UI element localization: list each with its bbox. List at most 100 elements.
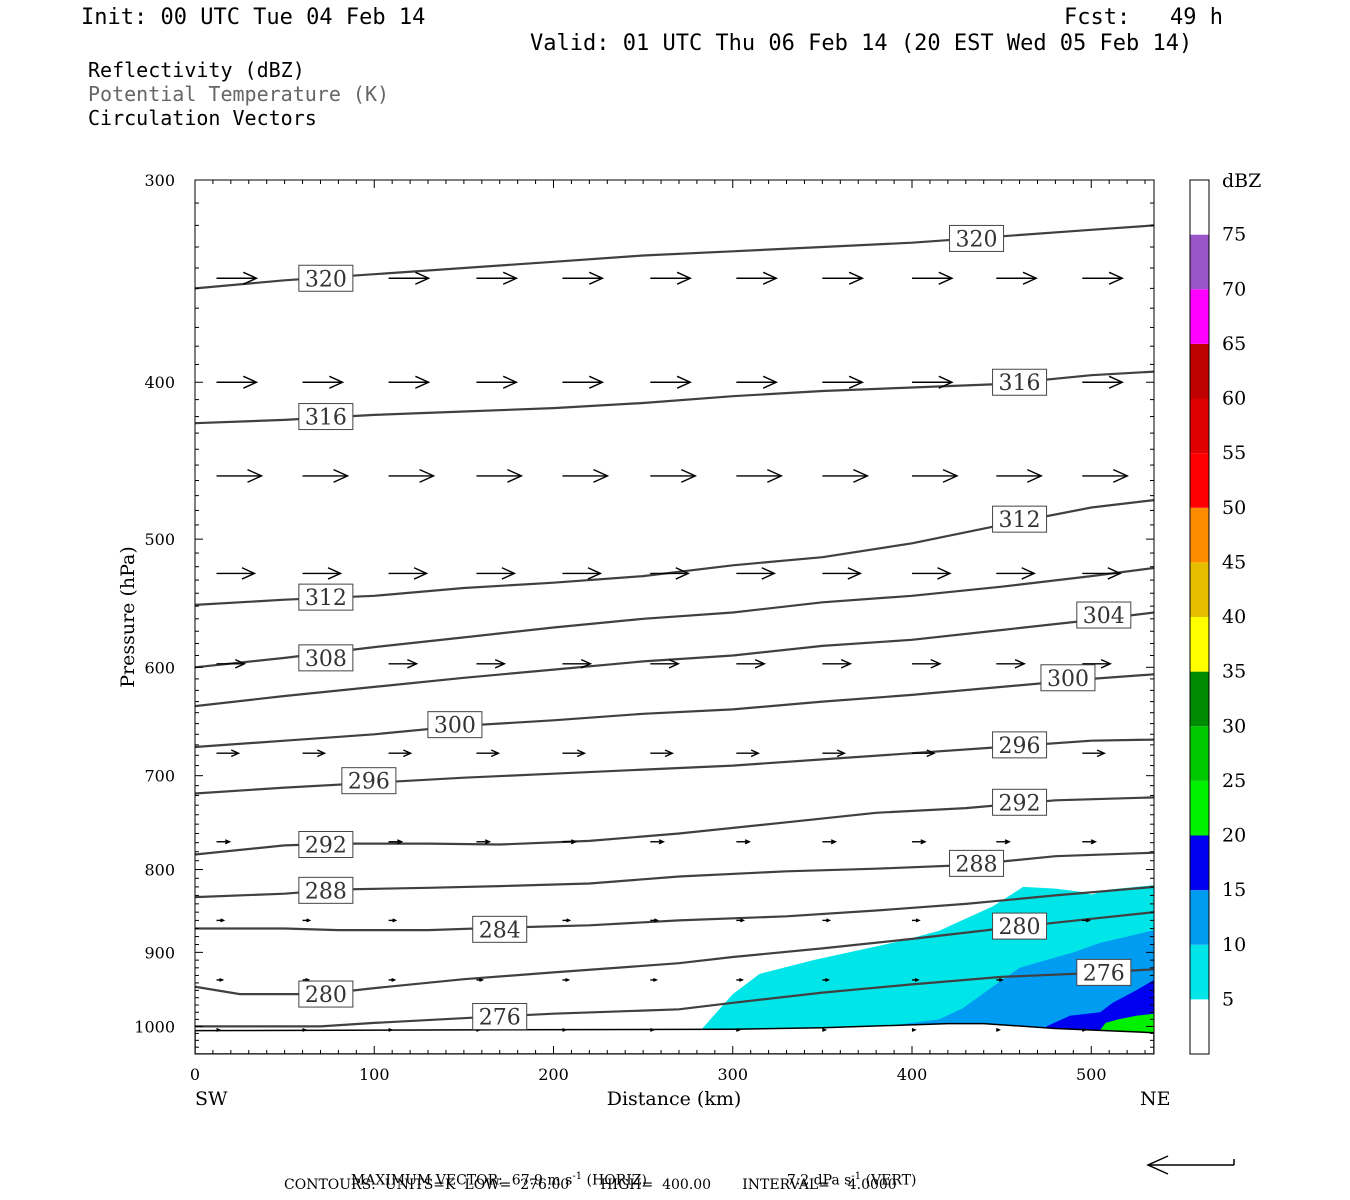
vector-head bbox=[1026, 468, 1043, 483]
circulation-vector bbox=[562, 567, 603, 580]
vector-head bbox=[317, 749, 327, 758]
vector-head bbox=[490, 749, 501, 758]
circulation-vector bbox=[562, 658, 593, 669]
vector-head bbox=[736, 1027, 742, 1032]
theta-label-312: 312 bbox=[992, 505, 1048, 533]
y-tick-label: 500 bbox=[144, 530, 175, 549]
circulation-vector bbox=[476, 658, 507, 669]
valid-time: Valid: 01 UTC Thu 06 Feb 14 (20 EST Wed … bbox=[530, 31, 1193, 56]
circulation-vector bbox=[650, 749, 675, 758]
vector-head bbox=[664, 749, 675, 758]
vector-head bbox=[576, 749, 587, 758]
vector-head bbox=[836, 749, 847, 758]
vector-head bbox=[415, 271, 431, 285]
circulation-vector bbox=[1154, 568, 1192, 579]
colorbar-segment bbox=[1190, 835, 1209, 891]
colorbar-tick-label: 15 bbox=[1222, 879, 1246, 901]
forecast-hour: Fcst: 49 h bbox=[1064, 5, 1223, 30]
circulation-vectors bbox=[216, 271, 1194, 1032]
max-horiz-exponent: -1 bbox=[572, 1171, 583, 1182]
theta-label-box bbox=[992, 505, 1048, 533]
circulation-vector bbox=[822, 1027, 828, 1032]
circulation-vector bbox=[996, 977, 1004, 982]
field-vectors-label: Circulation Vectors bbox=[88, 106, 317, 130]
circulation-vector bbox=[388, 749, 413, 758]
y-tick-label: 300 bbox=[144, 171, 175, 190]
circulation-vector bbox=[1082, 1027, 1088, 1032]
circulation-vector bbox=[476, 567, 517, 580]
theta-label-text: 320 bbox=[956, 227, 998, 252]
vector-head bbox=[397, 839, 404, 845]
circulation-vector bbox=[216, 567, 257, 580]
circulation-vector bbox=[1154, 376, 1194, 388]
vector-head bbox=[825, 977, 831, 982]
circulation-vector bbox=[912, 977, 920, 982]
vector-head bbox=[1157, 979, 1160, 982]
vector-head bbox=[479, 977, 485, 982]
vector-head bbox=[243, 271, 259, 285]
theta-label-text: 312 bbox=[999, 508, 1041, 533]
x-tick-label: 0 bbox=[190, 1065, 200, 1084]
circulation-vector bbox=[996, 271, 1038, 285]
theta-label-box bbox=[298, 980, 354, 1008]
circulation-vector bbox=[822, 749, 847, 758]
vector-head bbox=[302, 1027, 308, 1032]
circulation-vector bbox=[1154, 979, 1160, 982]
circulation-vector bbox=[302, 468, 350, 483]
vector-head bbox=[853, 468, 870, 483]
circulation-vector bbox=[476, 271, 519, 285]
circulation-vector bbox=[1154, 840, 1167, 844]
circulation-vector bbox=[912, 749, 936, 758]
vector-head bbox=[1021, 567, 1036, 580]
circulation-vector bbox=[476, 839, 492, 845]
vector-head bbox=[750, 749, 761, 758]
theta-label-box bbox=[1076, 601, 1132, 629]
colorbar-tick-label: 45 bbox=[1222, 551, 1246, 573]
circulation-vector bbox=[562, 749, 587, 758]
circulation-vector bbox=[912, 567, 952, 580]
theta-label-box bbox=[298, 583, 354, 611]
y-tick-label: 1000 bbox=[134, 1017, 175, 1036]
theta-label-276: 276 bbox=[472, 1003, 528, 1031]
x-tick-label: 200 bbox=[538, 1065, 569, 1084]
circulation-vector bbox=[912, 375, 954, 389]
circulation-vector bbox=[216, 1027, 222, 1032]
vector-head bbox=[1014, 658, 1026, 669]
colorbar-tick-label: 50 bbox=[1222, 497, 1246, 519]
circulation-vector bbox=[650, 839, 666, 845]
circulation-vector bbox=[912, 918, 921, 923]
vector-head bbox=[1096, 749, 1107, 758]
vector-head bbox=[740, 918, 746, 923]
circulation-vector bbox=[388, 977, 397, 982]
vector-head bbox=[938, 375, 954, 389]
field-reflectivity-label: Reflectivity (dBZ) bbox=[88, 58, 305, 82]
vector-head bbox=[224, 839, 232, 845]
theta-contour-284 bbox=[195, 885, 1154, 932]
colorbar-tick-label: 65 bbox=[1222, 333, 1246, 355]
theta-label-text: 312 bbox=[305, 586, 347, 611]
reference-vector-arrow bbox=[1146, 1155, 1235, 1175]
theta-label-text: 276 bbox=[479, 1006, 521, 1031]
colorbar-segment bbox=[1190, 944, 1209, 1000]
theta-label-text: 292 bbox=[305, 834, 347, 859]
theta-label-text: 276 bbox=[1083, 961, 1125, 986]
circulation-vector bbox=[995, 1027, 1001, 1032]
vector-head bbox=[565, 977, 571, 982]
vector-head bbox=[911, 1027, 917, 1032]
theta-label-text: 296 bbox=[348, 770, 390, 795]
circulation-vector bbox=[822, 468, 870, 483]
vector-head bbox=[1113, 468, 1130, 483]
colorbar-segment bbox=[1190, 617, 1209, 672]
colorbar-segment bbox=[1190, 780, 1209, 836]
vector-head bbox=[675, 567, 691, 580]
circulation-vector bbox=[388, 468, 436, 483]
theta-label-box bbox=[472, 1003, 528, 1031]
circulation-vector bbox=[562, 375, 605, 389]
y-axis-title: Pressure (hPa) bbox=[117, 546, 139, 688]
circulation-vector bbox=[736, 658, 767, 669]
circulation-vector bbox=[650, 468, 698, 483]
x-axis-title: Distance (km) bbox=[607, 1088, 742, 1110]
circulation-vector bbox=[911, 1027, 917, 1032]
colorbar-tick-label: 60 bbox=[1222, 388, 1246, 410]
